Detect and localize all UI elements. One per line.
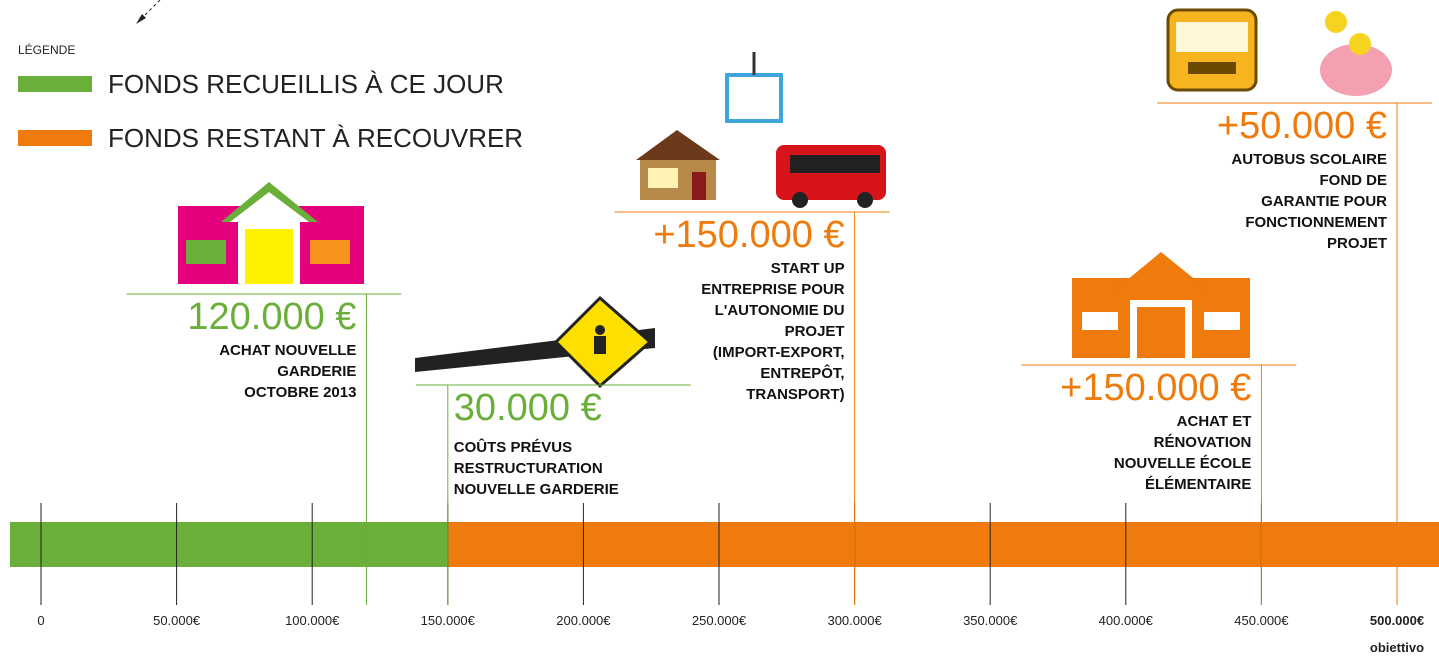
- x-tick-label: 150.000€: [421, 613, 476, 628]
- milestone-description: L'AUTONOMIE DU: [715, 302, 845, 319]
- x-tick-label: 450.000€: [1234, 613, 1289, 628]
- x-tick-label: 250.000€: [692, 613, 747, 628]
- milestone-description: NOUVELLE ÉCOLE: [1114, 455, 1252, 472]
- page: LÉGENDE: [0, 0, 1439, 662]
- legend-swatch: [18, 130, 92, 146]
- bar-segment: [448, 522, 1439, 567]
- x-tick-label: 100.000€: [285, 613, 340, 628]
- milestone-amount: +50.000 €: [1217, 105, 1387, 147]
- icon-roadwork: [415, 298, 655, 386]
- bar-segment: [10, 522, 448, 567]
- milestone-description: ÉLÉMENTAIRE: [1145, 476, 1251, 493]
- chart: LÉGENDE: [0, 0, 1439, 662]
- milestone-description: TRANSPORT): [746, 386, 844, 403]
- milestone-description: NOUVELLE GARDERIE: [454, 481, 619, 498]
- arrow: [142, 0, 160, 18]
- milestone-description: START UP: [771, 260, 845, 277]
- milestone-description: FONCTIONNEMENT: [1245, 214, 1387, 231]
- x-tick-label: 350.000€: [963, 613, 1018, 628]
- milestone-description: COÛTS PRÉVUS: [454, 438, 572, 456]
- milestone-description: ACHAT ET: [1177, 413, 1252, 430]
- legend-label: FONDS RESTANT À RECOUVRER: [108, 123, 523, 153]
- x-tick-label: 0: [37, 613, 44, 628]
- x-tick-label: 500.000€: [1370, 613, 1424, 628]
- arrow-head: [136, 14, 146, 24]
- icon-bus-piggy: [1168, 10, 1392, 96]
- milestone-description: RÉNOVATION: [1154, 434, 1252, 451]
- milestone-amount: 30.000 €: [454, 387, 602, 429]
- icon-school: [1072, 252, 1250, 358]
- x-tick-label: 50.000€: [153, 613, 201, 628]
- milestone-description: (IMPORT-EXPORT,: [713, 344, 845, 361]
- x-tick-label: 300.000€: [827, 613, 882, 628]
- milestone-amount: +150.000 €: [653, 214, 844, 256]
- milestone-description: OCTOBRE 2013: [244, 384, 356, 401]
- milestone-description: PROJET: [785, 323, 845, 340]
- milestone-description: ENTREPÔT,: [760, 364, 844, 382]
- x-tick-label: 200.000€: [556, 613, 611, 628]
- milestone-amount: 120.000 €: [187, 296, 356, 338]
- milestone-description: GARDERIE: [277, 363, 356, 380]
- milestone-description: AUTOBUS SCOLAIRE: [1231, 151, 1387, 168]
- milestone-amount: +150.000 €: [1060, 367, 1251, 409]
- milestone-description: ACHAT NOUVELLE: [219, 342, 356, 359]
- milestone-description: FOND DE: [1320, 172, 1388, 189]
- icon-startup: [636, 52, 886, 208]
- milestone-description: ENTREPRISE POUR: [701, 281, 845, 298]
- legend-label: FONDS RECUEILLIS À CE JOUR: [108, 69, 504, 99]
- x-tick-label: 400.000€: [1099, 613, 1154, 628]
- icon-nursery: [178, 182, 364, 284]
- goal-label: obiettivo: [1370, 640, 1424, 655]
- legend-title: LÉGENDE: [18, 42, 75, 57]
- legend-swatch: [18, 76, 92, 92]
- milestone-description: GARANTIE POUR: [1261, 193, 1387, 210]
- milestone-description: PROJET: [1327, 235, 1387, 252]
- decoration: [136, 0, 160, 24]
- milestone-description: RESTRUCTURATION: [454, 460, 603, 477]
